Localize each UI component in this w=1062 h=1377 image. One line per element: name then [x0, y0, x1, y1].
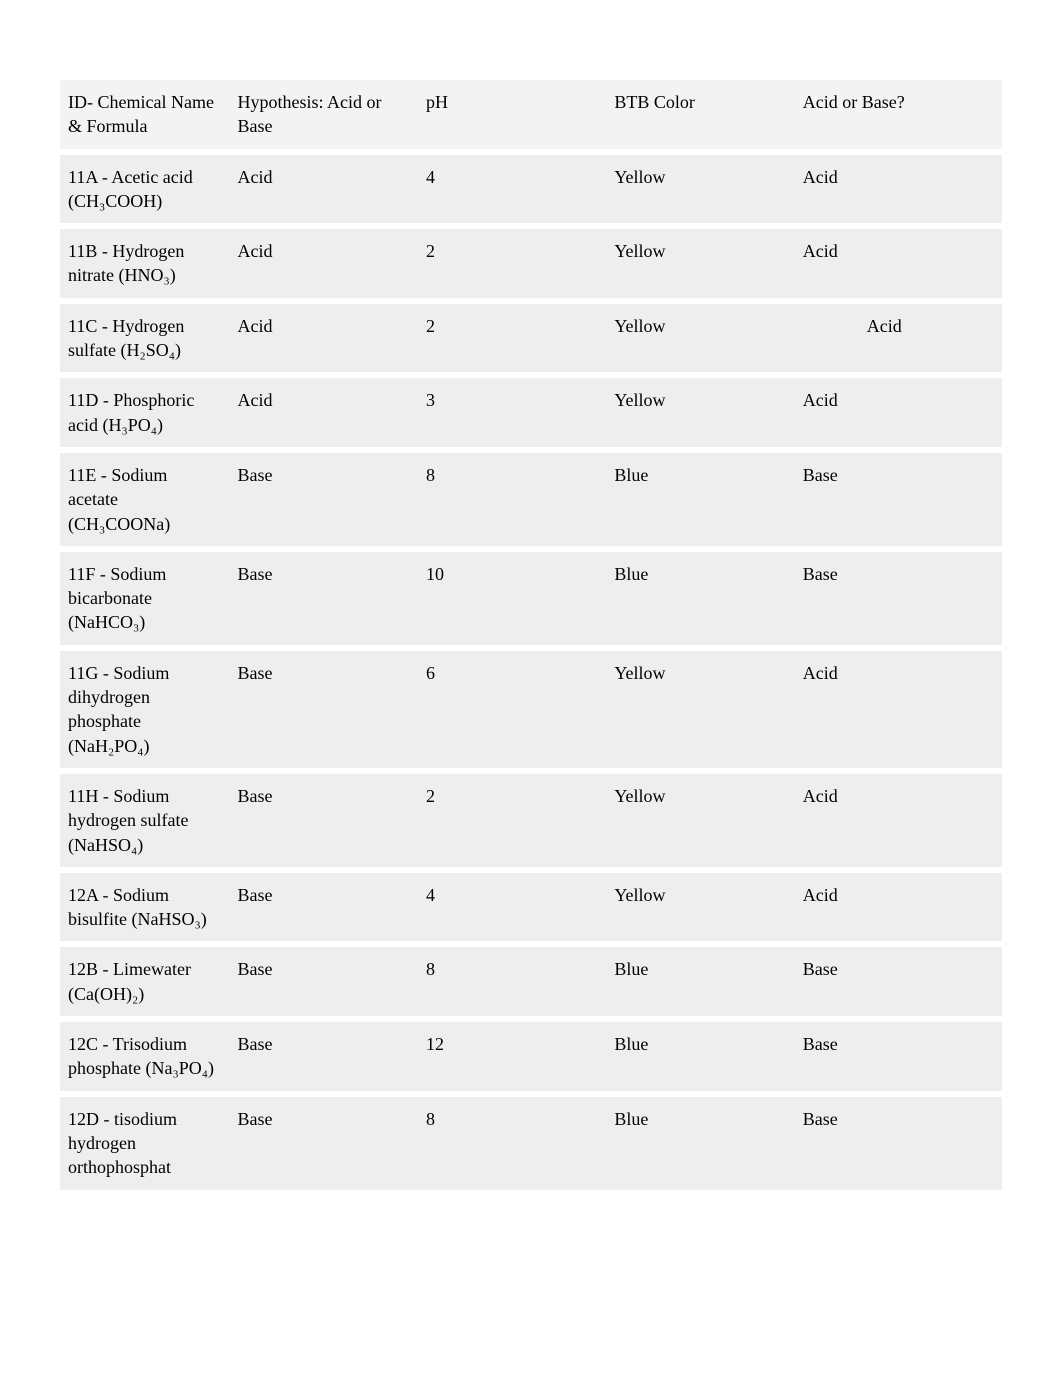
col-btb: BTB Color [606, 80, 794, 155]
table-row: 11E - Sodium acetate (CH₃COONa)Base8Blue… [60, 447, 1002, 546]
document-page: ID- Chemical Name & Formula Hypothesis: … [0, 0, 1062, 1270]
cell-id: 11D - Phosphoric acid (H₃PO₄) [60, 372, 230, 447]
cell-id: 12B - Limewater (Ca(OH)₂) [60, 941, 230, 1016]
col-ph: pH [418, 80, 606, 155]
cell-btb: Yellow [606, 298, 794, 373]
table-row: 12C - Trisodium phosphate (Na₃PO₄)Base12… [60, 1016, 1002, 1091]
table-header-row: ID- Chemical Name & Formula Hypothesis: … [60, 80, 1002, 155]
table-row: 11C - Hydrogen sulfate (H₂SO₄)Acid2Yello… [60, 298, 1002, 373]
cell-ph: 4 [418, 867, 606, 942]
cell-hypothesis: Base [230, 1091, 418, 1190]
cell-result: Acid [795, 768, 1002, 867]
cell-hypothesis: Acid [230, 223, 418, 298]
cell-btb: Yellow [606, 223, 794, 298]
cell-ph: 4 [418, 155, 606, 224]
chemical-table: ID- Chemical Name & Formula Hypothesis: … [60, 80, 1002, 1190]
cell-hypothesis: Base [230, 867, 418, 942]
cell-ph: 2 [418, 298, 606, 373]
cell-hypothesis: Acid [230, 298, 418, 373]
table-row: 11A - Acetic acid (CH₃COOH)Acid4YellowAc… [60, 155, 1002, 224]
cell-result: Acid [795, 867, 1002, 942]
cell-id: 12A - Sodium bisulfite (NaHSO₃) [60, 867, 230, 942]
cell-result: Base [795, 1091, 1002, 1190]
cell-hypothesis: Base [230, 941, 418, 1016]
cell-ph: 10 [418, 546, 606, 645]
cell-ph: 8 [418, 941, 606, 1016]
cell-btb: Blue [606, 546, 794, 645]
cell-result: Base [795, 941, 1002, 1016]
cell-result: Base [795, 447, 1002, 546]
cell-id: 12C - Trisodium phosphate (Na₃PO₄) [60, 1016, 230, 1091]
cell-btb: Blue [606, 941, 794, 1016]
table-row: 12B - Limewater (Ca(OH)₂)Base8BlueBase [60, 941, 1002, 1016]
cell-btb: Yellow [606, 372, 794, 447]
cell-result: Base [795, 546, 1002, 645]
table-row: 11F - Sodium bicarbonate (NaHCO₃)Base10B… [60, 546, 1002, 645]
cell-ph: 8 [418, 1091, 606, 1190]
cell-hypothesis: Acid [230, 155, 418, 224]
cell-hypothesis: Base [230, 1016, 418, 1091]
col-id: ID- Chemical Name & Formula [60, 80, 230, 155]
cell-id: 11C - Hydrogen sulfate (H₂SO₄) [60, 298, 230, 373]
cell-result: Acid [795, 223, 1002, 298]
cell-hypothesis: Acid [230, 372, 418, 447]
cell-hypothesis: Base [230, 546, 418, 645]
cell-hypothesis: Base [230, 447, 418, 546]
cell-ph: 3 [418, 372, 606, 447]
cell-id: 11G - Sodium dihydrogen phosphate (NaH₂P… [60, 645, 230, 768]
cell-btb: Yellow [606, 645, 794, 768]
cell-btb: Yellow [606, 155, 794, 224]
table-row: 12D - tisodium hydrogen orthophosphatBas… [60, 1091, 1002, 1190]
cell-result: Acid [795, 155, 1002, 224]
cell-ph: 2 [418, 768, 606, 867]
col-hypothesis: Hypothesis: Acid or Base [230, 80, 418, 155]
cell-result: Acid [795, 645, 1002, 768]
cell-ph: 6 [418, 645, 606, 768]
cell-btb: Blue [606, 447, 794, 546]
cell-id: 11A - Acetic acid (CH₃COOH) [60, 155, 230, 224]
cell-result: Acid [795, 372, 1002, 447]
col-result: Acid or Base? [795, 80, 1002, 155]
cell-btb: Yellow [606, 867, 794, 942]
cell-hypothesis: Base [230, 645, 418, 768]
cell-ph: 2 [418, 223, 606, 298]
table-body: 11A - Acetic acid (CH₃COOH)Acid4YellowAc… [60, 155, 1002, 1190]
cell-id: 11E - Sodium acetate (CH₃COONa) [60, 447, 230, 546]
table-row: 11G - Sodium dihydrogen phosphate (NaH₂P… [60, 645, 1002, 768]
cell-id: 11F - Sodium bicarbonate (NaHCO₃) [60, 546, 230, 645]
cell-result: Base [795, 1016, 1002, 1091]
cell-result: Acid [795, 298, 1002, 373]
table-row: 11H - Sodium hydrogen sulfate (NaHSO₄)Ba… [60, 768, 1002, 867]
cell-ph: 12 [418, 1016, 606, 1091]
cell-hypothesis: Base [230, 768, 418, 867]
cell-ph: 8 [418, 447, 606, 546]
cell-btb: Yellow [606, 768, 794, 867]
cell-id: 11H - Sodium hydrogen sulfate (NaHSO₄) [60, 768, 230, 867]
table-row: 11D - Phosphoric acid (H₃PO₄)Acid3Yellow… [60, 372, 1002, 447]
cell-id: 11B - Hydrogen nitrate (HNO₃) [60, 223, 230, 298]
table-row: 11B - Hydrogen nitrate (HNO₃)Acid2Yellow… [60, 223, 1002, 298]
cell-btb: Blue [606, 1016, 794, 1091]
table-row: 12A - Sodium bisulfite (NaHSO₃)Base4Yell… [60, 867, 1002, 942]
cell-btb: Blue [606, 1091, 794, 1190]
cell-id: 12D - tisodium hydrogen orthophosphat [60, 1091, 230, 1190]
